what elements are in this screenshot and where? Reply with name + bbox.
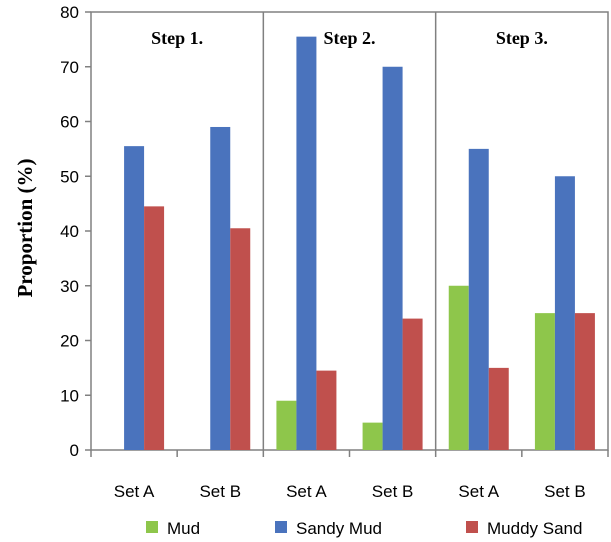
x-tick-label: Set A <box>114 482 155 501</box>
legend-label: Sandy Mud <box>296 519 382 538</box>
x-tick-label: Set B <box>199 482 241 501</box>
legend-label: Muddy Sand <box>487 519 582 538</box>
x-tick-label: Set B <box>544 482 586 501</box>
plot-frame <box>90 11 609 451</box>
x-tick-label: Set B <box>372 482 414 501</box>
x-axis-labels: Set A Set B Set A Set B Set A Set B <box>90 450 609 501</box>
y-tick-label: 70 <box>60 58 79 77</box>
y-tick-label: 30 <box>60 277 79 296</box>
y-tick-label: 0 <box>70 441 79 460</box>
bar-sandy-mud <box>124 146 145 450</box>
bar-sandy-mud <box>554 176 575 450</box>
y-tick-label: 60 <box>60 113 79 132</box>
bar-muddy-sand <box>402 318 423 450</box>
y-tick-label: 20 <box>60 332 79 351</box>
bar-muddy-sand <box>574 313 595 450</box>
bar-muddy-sand <box>144 206 165 450</box>
bar-muddy-sand <box>230 228 251 450</box>
bar-sandy-mud <box>296 36 317 450</box>
bar-mud <box>362 422 383 450</box>
legend-label: Mud <box>167 519 200 538</box>
group-label: Step 1. <box>151 28 203 48</box>
y-tick-label: 40 <box>60 222 79 241</box>
bar-sandy-mud <box>382 66 403 450</box>
plot-area <box>90 11 609 451</box>
group-label: Step 2. <box>323 28 375 48</box>
legend-swatch <box>466 521 478 533</box>
bar-muddy-sand <box>488 367 509 450</box>
group-label: Step 3. <box>496 28 548 48</box>
step-labels: Step 1. Step 2. Step 3. <box>151 28 548 48</box>
y-axis-ticks: 0 10 20 30 40 50 60 70 80 <box>60 3 91 460</box>
y-tick-label: 10 <box>60 386 79 405</box>
bar-mud <box>448 285 469 450</box>
y-tick-label: 80 <box>60 3 79 22</box>
bar-muddy-sand <box>316 370 337 450</box>
bar-mud <box>276 400 297 450</box>
bar-mud <box>534 313 555 450</box>
y-axis-label: Proportion (%) <box>13 158 37 297</box>
bar-sandy-mud <box>210 126 231 450</box>
bars <box>124 36 595 450</box>
legend: Mud Sandy Mud Muddy Sand <box>146 519 582 538</box>
y-tick-label: 50 <box>60 167 79 186</box>
legend-swatch <box>275 521 287 533</box>
bar-sandy-mud <box>468 148 489 450</box>
x-tick-label: Set A <box>286 482 327 501</box>
legend-swatch <box>146 521 158 533</box>
x-tick-label: Set A <box>458 482 499 501</box>
